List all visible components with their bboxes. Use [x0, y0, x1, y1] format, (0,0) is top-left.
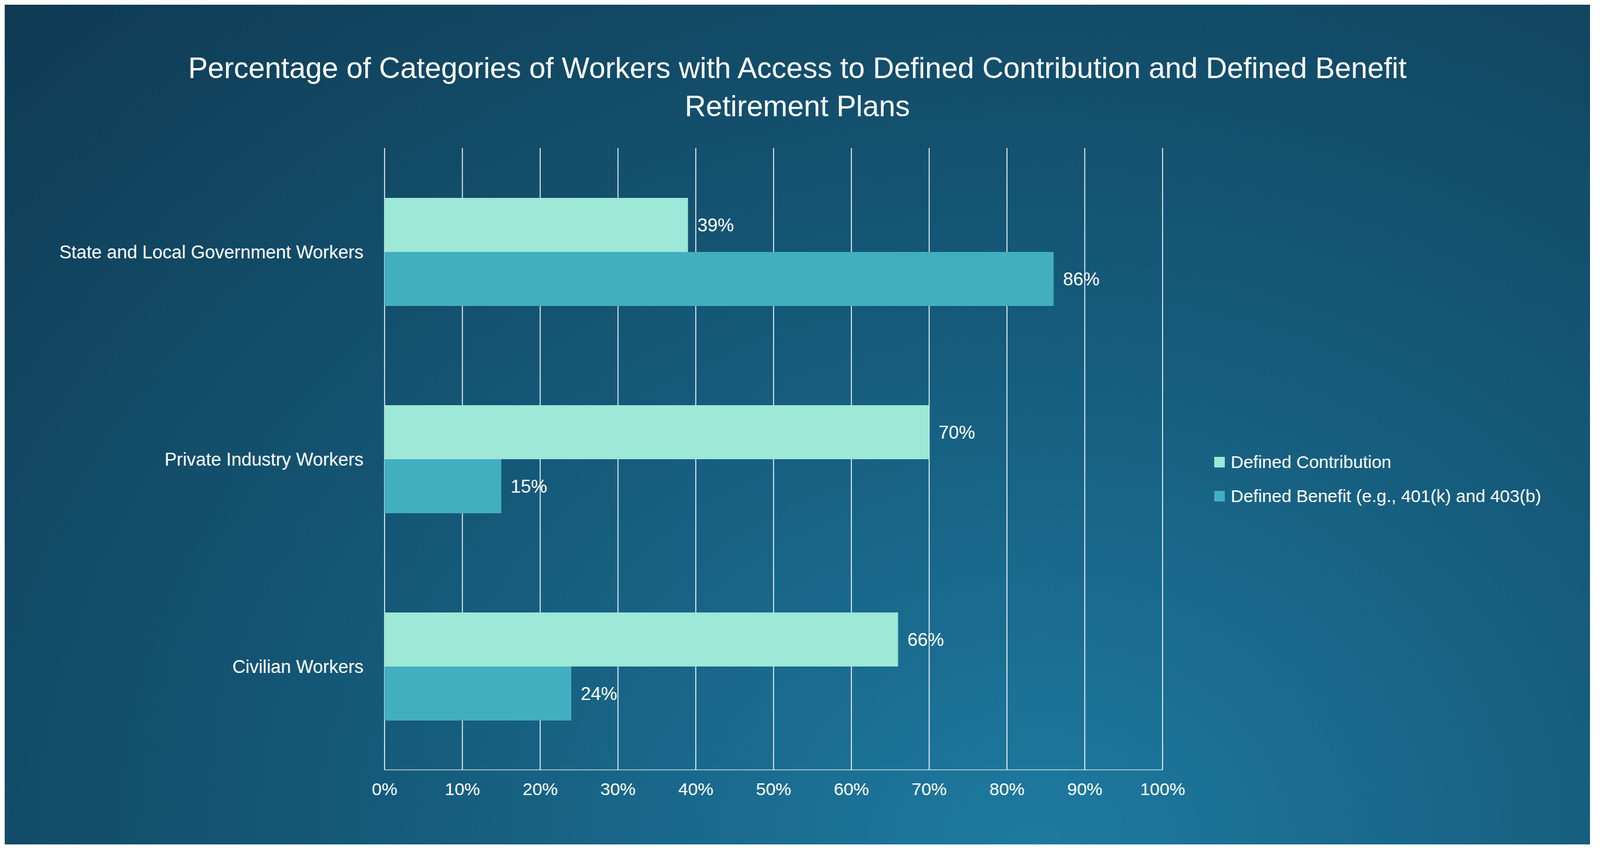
svg-text:Private Industry Workers: Private Industry Workers: [164, 449, 364, 470]
html-text:Percentage of Categories of Wo: Percentage of Categories of Workers with…: [188, 51, 1407, 123]
svg-text:10%: 10%: [444, 779, 480, 799]
svg-text:100%: 100%: [1140, 779, 1186, 799]
svg-text:40%: 40%: [678, 779, 714, 799]
svg-text:70%: 70%: [911, 779, 947, 799]
svg-text:50%: 50%: [755, 779, 791, 799]
svg-text:90%: 90%: [1066, 779, 1103, 799]
svg-text:70%: 70%: [938, 422, 976, 443]
svg-text:39%: 39%: [697, 214, 734, 236]
svg-text:20%: 20%: [522, 779, 558, 799]
svg-text:60%: 60%: [833, 779, 869, 799]
svg-text:0%: 0%: [371, 779, 397, 799]
svg-text:State and Local Government Wor: State and Local Government Workers: [59, 241, 364, 263]
svg-text:86%: 86%: [1063, 268, 1100, 290]
svg-text:24%: 24%: [580, 683, 618, 704]
svg-text:15%: 15%: [510, 476, 548, 497]
svg-text:80%: 80%: [989, 779, 1025, 799]
svg-text:30%: 30%: [600, 779, 636, 799]
html-text:Defined Contribution: Defined Contribution: [1230, 452, 1392, 472]
html-text:Defined Benefit (e.g., 401(k): Defined Benefit (e.g., 401(k) and 403(b): [1230, 486, 1542, 506]
svg-text:Civilian Workers: Civilian Workers: [232, 656, 364, 677]
svg-text:66%: 66%: [907, 629, 945, 650]
